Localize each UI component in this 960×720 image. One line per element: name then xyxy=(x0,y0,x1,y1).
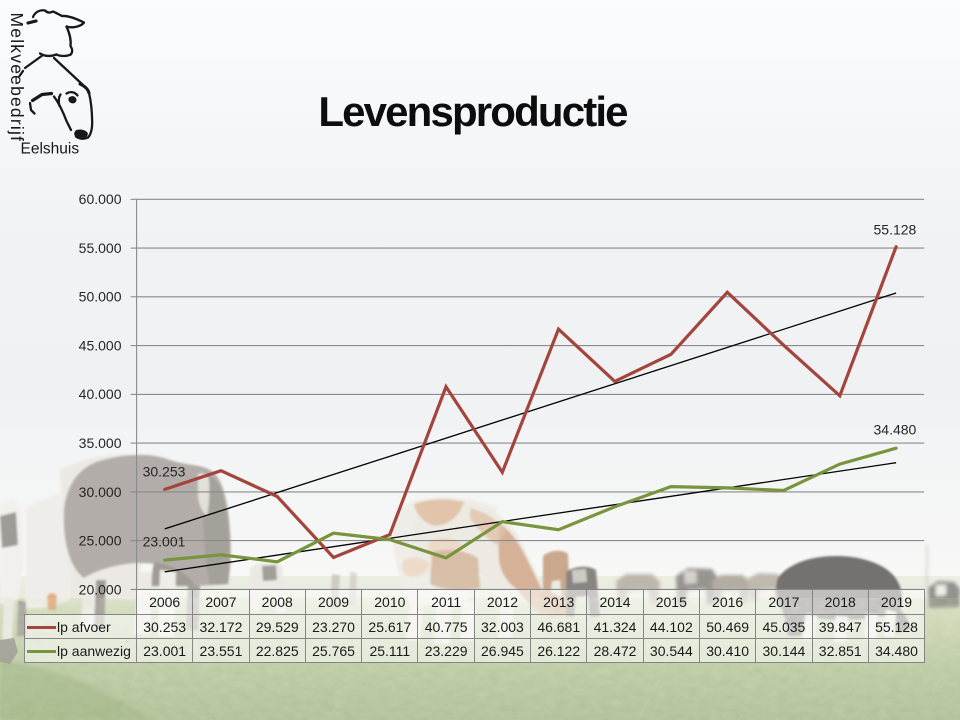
svg-text:60.000: 60.000 xyxy=(79,191,122,207)
svg-text:34.480: 34.480 xyxy=(874,421,917,437)
svg-text:30.253: 30.253 xyxy=(143,463,186,479)
svg-text:45.000: 45.000 xyxy=(79,338,122,354)
svg-text:55.128: 55.128 xyxy=(874,221,917,237)
svg-text:Eelshuis: Eelshuis xyxy=(21,141,80,158)
svg-text:35.000: 35.000 xyxy=(79,435,122,451)
svg-text:55.000: 55.000 xyxy=(79,240,122,256)
svg-text:Melkveebedrijf: Melkveebedrijf xyxy=(7,13,27,143)
svg-text:30.000: 30.000 xyxy=(79,484,122,500)
svg-text:40.000: 40.000 xyxy=(79,386,122,402)
svg-text:25.000: 25.000 xyxy=(79,533,122,549)
svg-text:20.000: 20.000 xyxy=(79,581,122,597)
svg-text:50.000: 50.000 xyxy=(79,289,122,305)
svg-text:23.001: 23.001 xyxy=(143,534,186,550)
